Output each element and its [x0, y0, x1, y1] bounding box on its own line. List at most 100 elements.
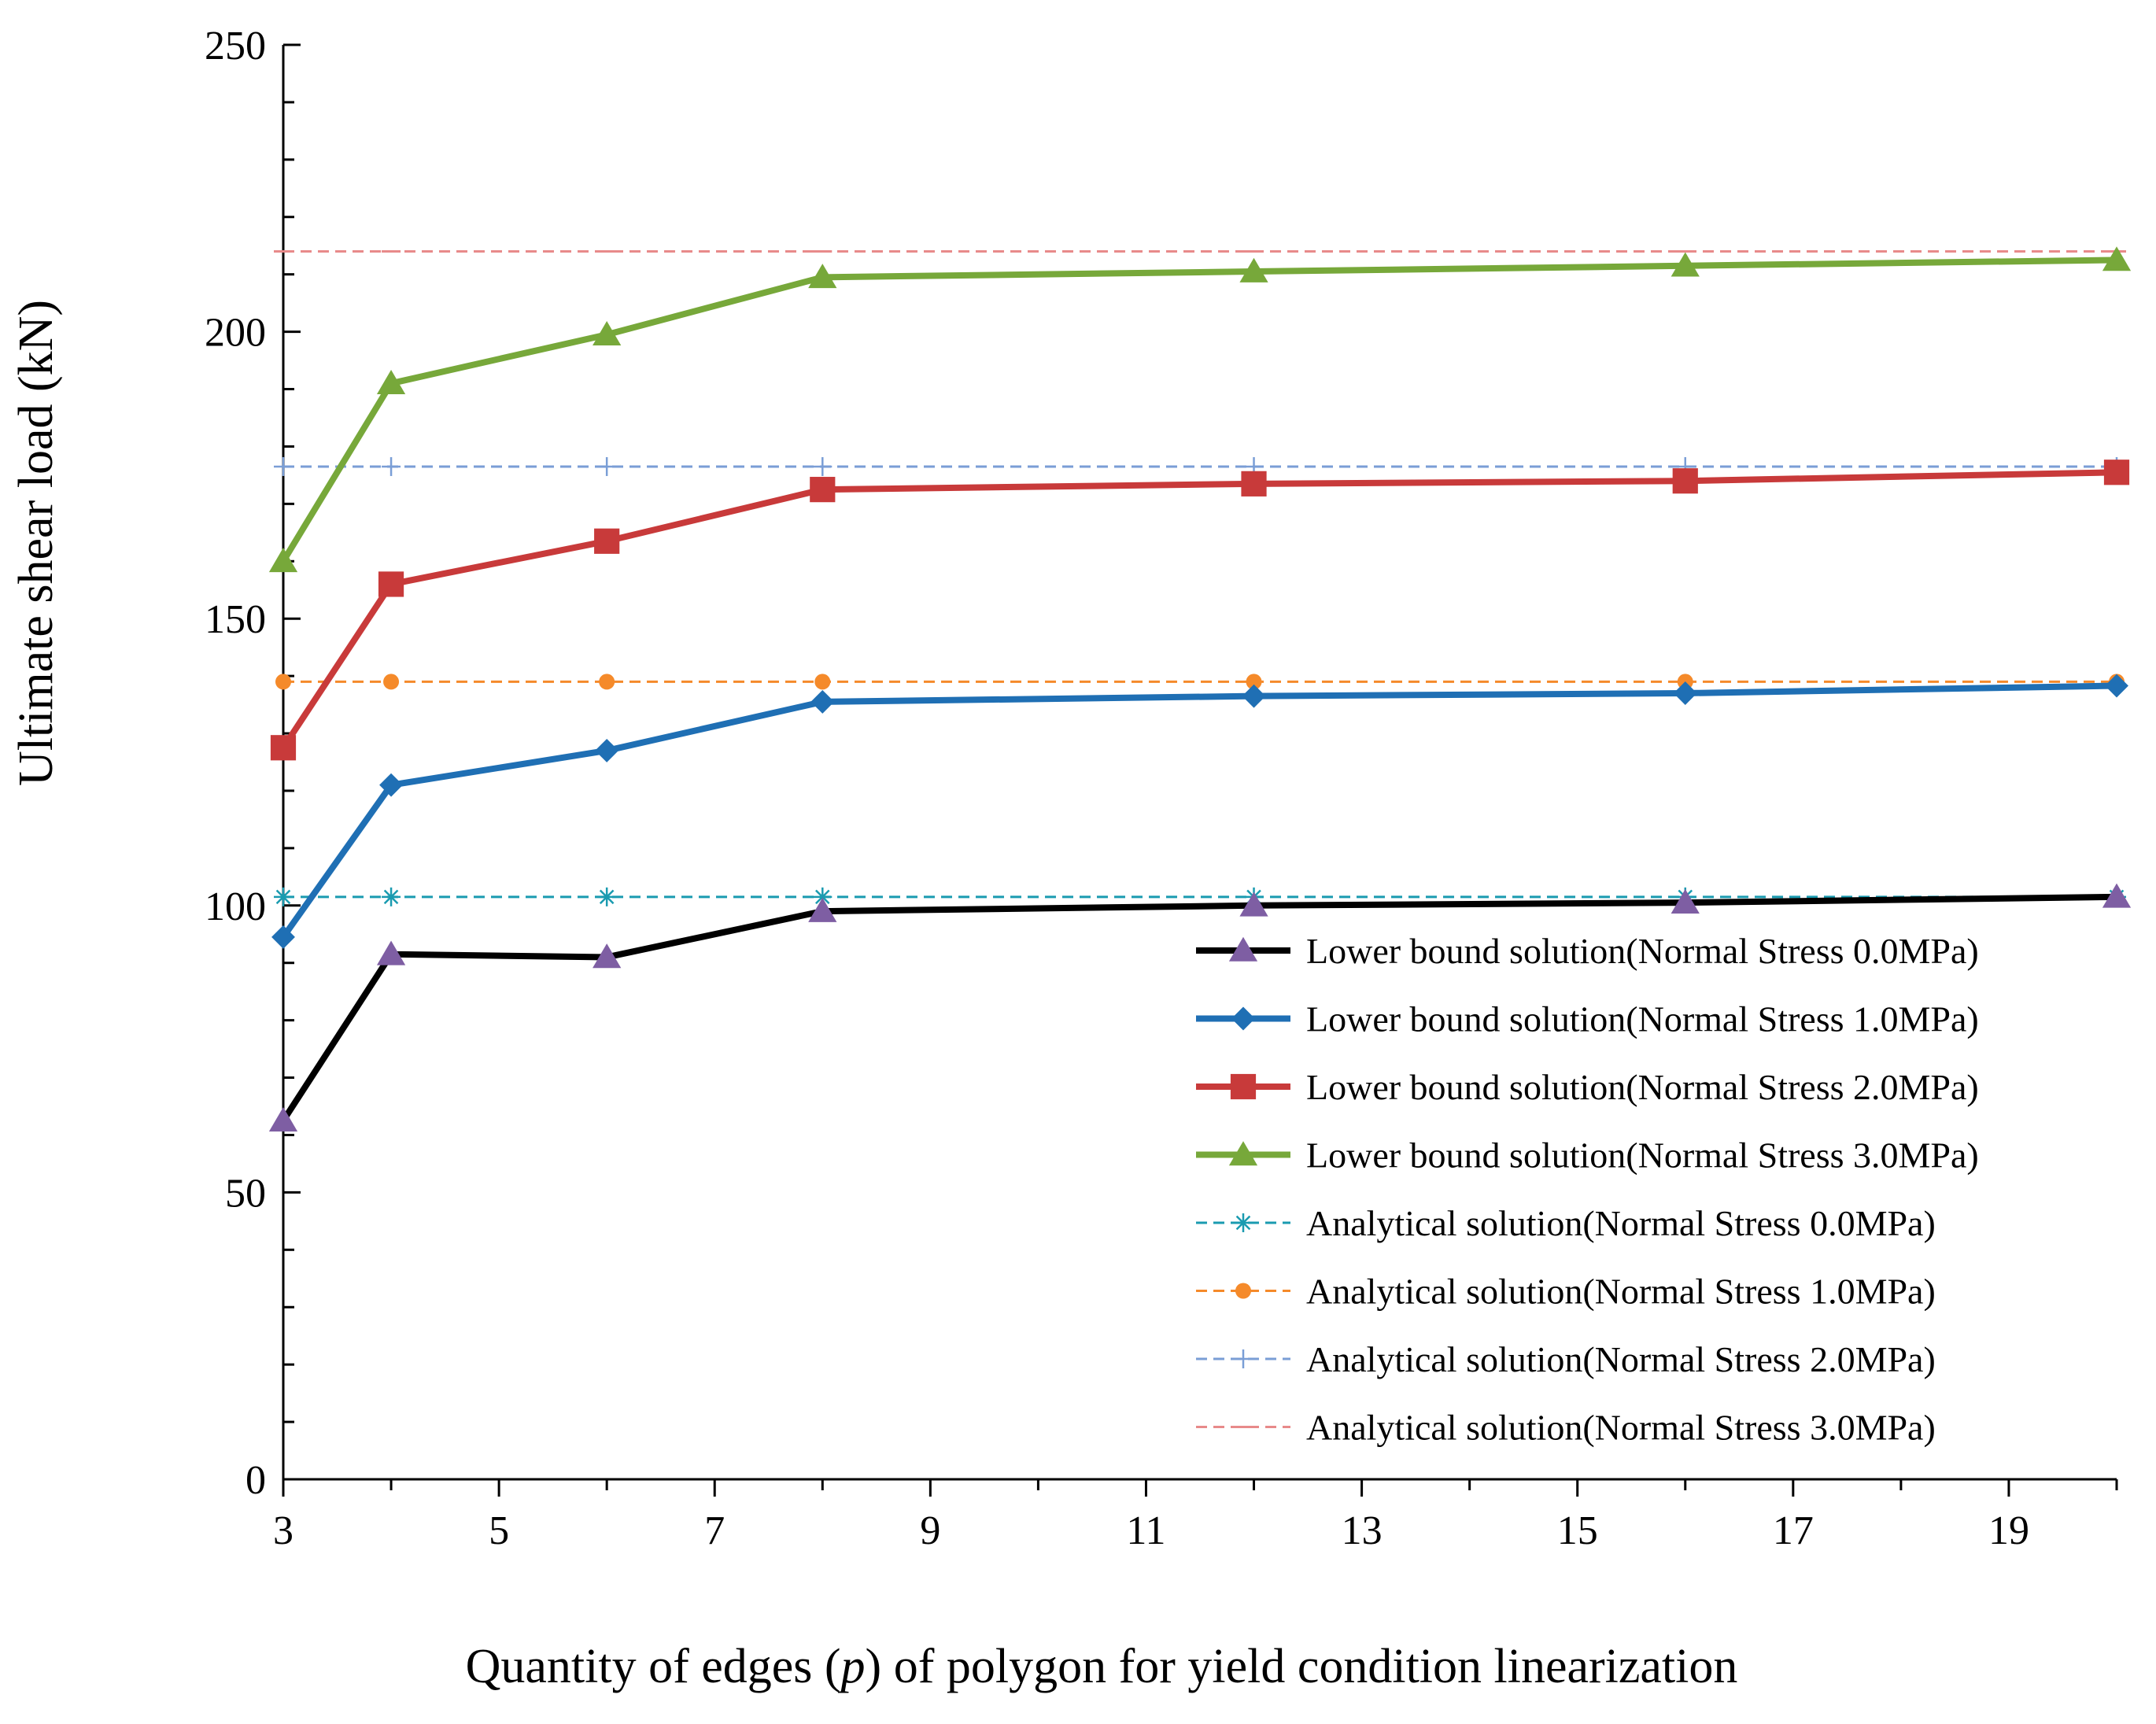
data-point	[593, 320, 622, 346]
axes: 0 50 100 150 200 250 3 5 7 9 11 13 15 17 19	[205, 24, 2118, 1553]
legend-entry: Lower bound solution(Normal Stress 0.0MP…	[1196, 931, 1979, 971]
x-tick-label: 15	[1557, 1508, 1598, 1553]
marker-circle	[1246, 674, 1262, 690]
series-line	[280, 469, 2117, 750]
data-point	[382, 456, 401, 476]
marker-diamond	[1231, 1006, 1255, 1031]
legend-swatch-marker	[1231, 1006, 1255, 1031]
data-point	[597, 456, 617, 476]
data-point	[275, 674, 291, 690]
marker-triangle	[1228, 1141, 1258, 1166]
marker-triangle	[376, 940, 406, 965]
data-point	[1239, 257, 1268, 282]
marker-diamond	[271, 925, 295, 949]
legend-label: Lower bound solution(Normal Stress 0.0MP…	[1306, 931, 1979, 971]
legend-swatch-marker	[1234, 1213, 1253, 1232]
marker-diamond	[810, 689, 835, 714]
data-point	[1672, 468, 1698, 494]
legend-label: Lower bound solution(Normal Stress 1.0MP…	[1306, 999, 1979, 1039]
series-1	[268, 883, 2132, 1132]
x-axis-label-part-1: Quantity of edges (	[466, 1640, 841, 1693]
marker-circle	[814, 674, 831, 690]
marker-triangle	[376, 369, 406, 395]
data-point	[1242, 684, 1266, 708]
legend-swatch-marker	[1235, 1283, 1251, 1299]
marker-diamond	[1242, 684, 1266, 708]
data-point	[376, 940, 406, 965]
x-tick-label: 9	[920, 1508, 940, 1553]
data-point	[808, 264, 837, 289]
legend-entry: Analytical solution(Normal Stress 3.0MPa…	[1196, 1408, 1936, 1448]
data-point	[1673, 681, 1697, 705]
marker-triangle	[2102, 246, 2132, 271]
data-point	[1239, 892, 1268, 917]
marker-triangle	[1671, 888, 1700, 914]
marker-square	[1672, 468, 1698, 494]
marker-diamond	[2105, 674, 2128, 698]
data-point	[810, 477, 836, 503]
data-point	[595, 738, 619, 762]
marker-diamond	[379, 773, 404, 797]
legend-label: Analytical solution(Normal Stress 0.0MPa…	[1306, 1203, 1936, 1243]
marker-triangle	[808, 897, 837, 922]
marker-circle	[383, 674, 400, 690]
marker-square	[2103, 460, 2130, 485]
data-point	[1246, 674, 1262, 690]
marker-circle	[275, 674, 291, 690]
data-point	[271, 925, 295, 949]
legend-label: Analytical solution(Normal Stress 2.0MPa…	[1306, 1339, 1936, 1379]
data-point	[599, 674, 615, 690]
marker-square	[378, 571, 404, 597]
marker-square	[1230, 1073, 1257, 1100]
data-point	[597, 887, 617, 906]
marker-stroke	[275, 889, 291, 905]
data-point	[1241, 471, 1267, 497]
x-tick-label: 19	[1988, 1508, 2029, 1553]
data-point	[2105, 674, 2128, 698]
data-point	[378, 571, 404, 597]
x-axis-label-variable: p	[838, 1640, 866, 1693]
marker-diamond	[595, 738, 619, 762]
x-tick-label: 7	[704, 1508, 725, 1553]
data-point	[376, 369, 406, 395]
x-tick-label: 13	[1342, 1508, 1383, 1553]
series-7	[274, 456, 2126, 476]
marker-square	[594, 528, 620, 554]
x-tick-label: 3	[273, 1508, 293, 1553]
legend-label: Lower bound solution(Normal Stress 3.0MP…	[1306, 1135, 1979, 1176]
marker-diamond	[1673, 681, 1697, 705]
legend-entry: Lower bound solution(Normal Stress 3.0MP…	[1196, 1135, 1979, 1176]
y-tick-label: 50	[225, 1171, 266, 1216]
y-tick-label: 200	[205, 311, 266, 356]
data-point	[810, 689, 835, 714]
data-point	[594, 528, 620, 554]
data-layer	[268, 246, 2132, 1132]
x-tick-label: 17	[1773, 1508, 1814, 1553]
marker-triangle	[268, 1107, 298, 1132]
marker-square	[1241, 471, 1267, 497]
series-line	[280, 257, 2117, 563]
data-point	[383, 674, 400, 690]
series-3	[270, 460, 2130, 761]
y-tick-label: 100	[205, 884, 266, 929]
data-point	[1671, 888, 1700, 914]
x-axis-label-part-2: ) of polygon for yield condition lineari…	[866, 1640, 1738, 1693]
marker-triangle	[2102, 883, 2132, 908]
marker-triangle	[268, 548, 298, 573]
data-point	[268, 548, 298, 573]
marker-triangle	[1239, 257, 1268, 282]
marker-circle	[599, 674, 615, 690]
marker-triangle	[593, 320, 622, 346]
marker-triangle	[1228, 936, 1258, 962]
x-axis-label: Quantity of edges (p) of polygon for yie…	[466, 1640, 1738, 1693]
marker-stroke	[1235, 1215, 1251, 1231]
marker-stroke	[815, 889, 830, 905]
y-tick-label: 250	[205, 24, 266, 68]
legend-entry: Lower bound solution(Normal Stress 1.0MP…	[1196, 999, 1979, 1039]
marker-stroke	[599, 889, 615, 905]
legend-swatch-marker	[1234, 1349, 1253, 1368]
marker-triangle	[808, 264, 837, 289]
data-point	[270, 735, 297, 761]
series-6	[275, 674, 2125, 690]
